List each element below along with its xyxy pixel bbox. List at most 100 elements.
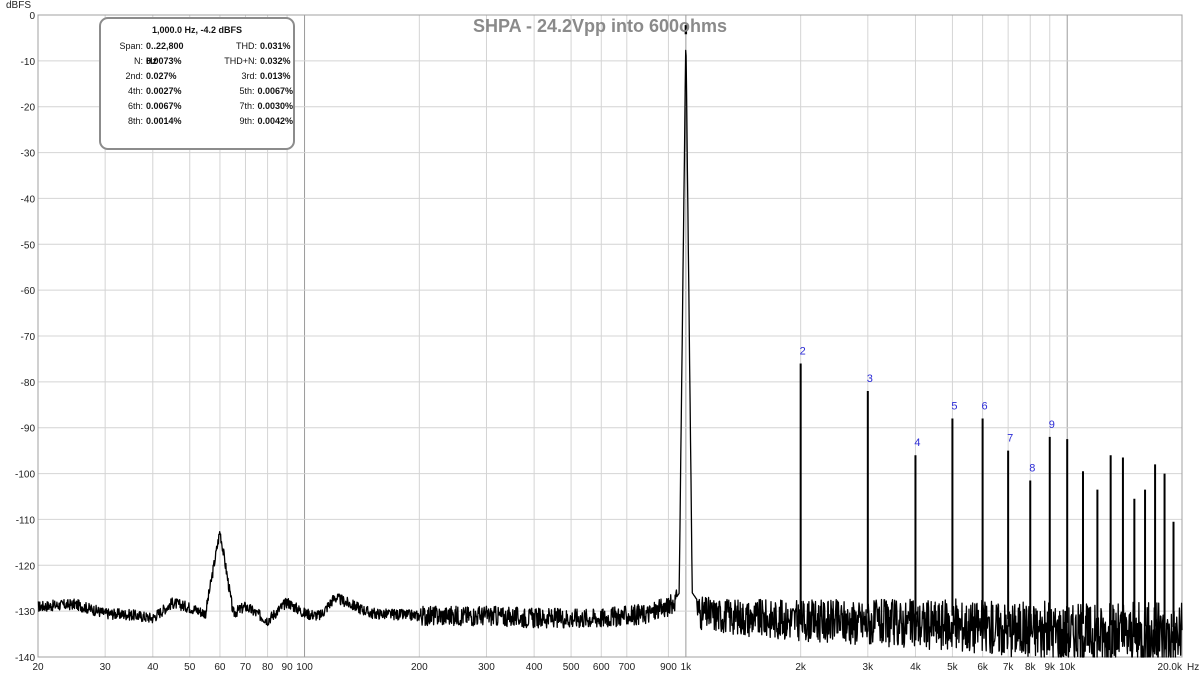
stats-cell: 9th: 0.0042% [197, 114, 293, 129]
x-tick-label: 8k [1025, 662, 1037, 673]
stats-label: 4th: [127, 86, 143, 96]
stats-value: 0.0042% [257, 116, 293, 126]
x-tick-label: 100 [296, 662, 313, 673]
x-tick-label: 500 [563, 662, 580, 673]
stats-cell: 4th: 0.0027% [101, 84, 197, 99]
y-axis-unit-label: dBFS [6, 0, 31, 11]
y-tick-label: -30 [21, 149, 36, 160]
harmonic-label: 5 [951, 401, 957, 413]
x-tick-label: 700 [618, 662, 635, 673]
x-axis-unit-label: Hz [1187, 662, 1199, 673]
y-tick-label: -100 [15, 470, 35, 481]
noise-floor-trace [37, 49, 1183, 658]
x-tick-label: 20.0k [1158, 662, 1183, 673]
measurement-stats-box: 1,000.0 Hz, -4.2 dBFS Span: 0..22,800 Hz T… [99, 17, 295, 150]
x-tick-label: 40 [147, 662, 159, 673]
stats-value: 0..22,800 Hz [145, 41, 184, 66]
stats-table: Span: 0..22,800 Hz THD: 0.031% N: 0.0073% THD+… [101, 39, 293, 129]
spectrum-series [37, 25, 1183, 658]
stats-row: 8th: 0.0014% 9th: 0.0042% [101, 114, 293, 129]
stats-label: 7th: [239, 101, 255, 111]
stats-cell: THD+N: 0.032% [197, 54, 293, 69]
stats-cell: 8th: 0.0014% [101, 114, 197, 129]
y-tick-label: -90 [21, 424, 36, 435]
x-tick-label: 600 [593, 662, 610, 673]
stats-row: 2nd: 0.027% 3rd: 0.013% [101, 69, 293, 84]
stats-value: 0.0073% [146, 56, 182, 66]
x-tick-label: 900 [660, 662, 677, 673]
harmonic-label: 7 [1007, 433, 1013, 445]
stats-cell: 3rd: 0.013% [197, 69, 293, 84]
stats-label: THD: [236, 41, 257, 51]
stats-row: 4th: 0.0027% 5th: 0.0067% [101, 84, 293, 99]
harmonic-label: 9 [1049, 419, 1055, 431]
stats-label: 2nd: [125, 71, 143, 81]
x-tick-label: 80 [262, 662, 274, 673]
x-tick-label: 20 [32, 662, 44, 673]
y-tick-label: -10 [21, 57, 36, 68]
x-tick-label: 30 [100, 662, 112, 673]
y-tick-label: -80 [21, 378, 36, 389]
y-tick-label: -70 [21, 332, 36, 343]
y-axis-tick-labels: 0 -10 -20 -30 -40 -50 -60 -70 -80 -90 -100 -110 -120… [15, 11, 35, 664]
harmonic-label: 4 [914, 437, 920, 449]
y-tick-label: -140 [15, 653, 35, 664]
stats-cell: 2nd: 0.027% [101, 69, 197, 84]
x-tick-label: 9k [1044, 662, 1056, 673]
stats-cell: 6th: 0.0067% [101, 99, 197, 114]
harmonic-labels: 2 3 4 5 6 7 8 9 [800, 346, 1055, 475]
y-tick-label: -40 [21, 194, 36, 205]
x-tick-label: 1k [681, 662, 693, 673]
x-tick-label: 400 [526, 662, 543, 673]
x-tick-label: 5k [947, 662, 959, 673]
stats-header: 1,000.0 Hz, -4.2 dBFS [151, 25, 243, 35]
stats-cell: Span: 0..22,800 Hz [101, 39, 197, 66]
x-tick-label: 200 [411, 662, 428, 673]
x-axis-tick-labels: 20 30 40 50 60 70 80 90 100 200 300 400 500 600 700 900… [32, 662, 1183, 673]
stats-value: 0.0027% [146, 86, 182, 96]
stats-value: 0.013% [260, 71, 291, 81]
stats-label: 8th: [127, 116, 143, 126]
harmonic-label: 2 [800, 346, 806, 358]
stats-cell: 7th: 0.0030% [197, 99, 293, 114]
y-tick-label: -50 [21, 240, 36, 251]
x-tick-label: 10k [1059, 662, 1076, 673]
y-tick-label: -120 [15, 561, 35, 572]
harmonic-label: 8 [1029, 462, 1035, 474]
y-tick-label: 0 [29, 11, 35, 22]
x-tick-label: 300 [478, 662, 495, 673]
x-tick-label: 4k [910, 662, 922, 673]
harmonic-label: 6 [982, 401, 988, 413]
stats-label: 6th: [127, 101, 143, 111]
stats-label: N: [134, 56, 143, 66]
stats-label: 5th: [239, 86, 255, 96]
x-tick-label: 2k [795, 662, 807, 673]
stats-value: 0.0014% [146, 116, 182, 126]
y-tick-label: -130 [15, 607, 35, 618]
stats-cell: 5th: 0.0067% [197, 84, 293, 99]
stats-value: 0.032% [260, 56, 291, 66]
stats-value: 0.0030% [257, 101, 293, 111]
x-tick-label: 6k [977, 662, 989, 673]
x-tick-label: 90 [282, 662, 294, 673]
x-tick-label: 70 [240, 662, 252, 673]
stats-row: N: 0.0073% THD+N: 0.032% [101, 54, 293, 69]
y-tick-label: -20 [21, 103, 36, 114]
x-tick-label: 3k [863, 662, 875, 673]
stats-label: Span: [119, 41, 143, 51]
plot-frame [37, 14, 1183, 658]
chart-title: SHPA - 24.2Vpp into 600ohms [473, 16, 727, 36]
stats-value: 0.031% [260, 41, 291, 51]
stats-value: 0.0067% [146, 101, 182, 111]
x-tick-label: 7k [1003, 662, 1015, 673]
x-tick-label: 50 [184, 662, 196, 673]
y-tick-label: -60 [21, 286, 36, 297]
x-tick-label: 60 [214, 662, 226, 673]
stats-cell: N: 0.0073% [101, 54, 197, 69]
stats-row: Span: 0..22,800 Hz THD: 0.031% [101, 39, 293, 66]
stats-label: 9th: [239, 116, 255, 126]
stats-row: 6th: 0.0067% 7th: 0.0030% [101, 99, 293, 114]
stats-cell: THD: 0.031% [197, 39, 293, 54]
y-tick-label: -110 [16, 515, 36, 526]
harmonic-label: 3 [867, 373, 873, 385]
